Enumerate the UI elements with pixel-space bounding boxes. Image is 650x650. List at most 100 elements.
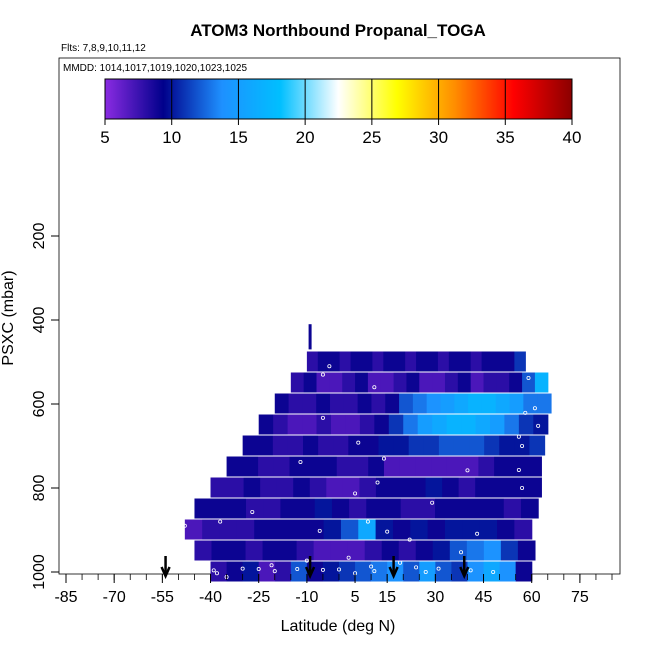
heatmap-cell: [347, 540, 366, 561]
heatmap-cell: [309, 477, 327, 498]
heatmap-cell: [303, 372, 318, 393]
sample-point: [214, 571, 219, 576]
sample-point: [532, 406, 537, 411]
sample-point: [436, 566, 441, 571]
sample-point: [423, 570, 428, 575]
sample-point: [372, 569, 377, 574]
heatmap-cell: [459, 351, 472, 372]
heatmap-cell: [331, 498, 350, 519]
sample-point: [353, 491, 358, 496]
heatmap-cell: [226, 456, 243, 477]
heatmap-cell: [271, 519, 290, 540]
heatmap-cell: [435, 561, 453, 582]
heatmap-cell: [514, 519, 533, 540]
heatmap-cell: [349, 498, 367, 519]
heatmap-cell: [518, 414, 534, 435]
sample-point: [269, 563, 274, 568]
x-axis-label: Latitude (deg N): [281, 618, 396, 635]
heatmap-cell: [236, 519, 255, 540]
heatmap-cell: [211, 498, 230, 519]
heatmap-cell: [466, 540, 485, 561]
heatmap-cell: [366, 498, 385, 519]
heatmap-cell: [184, 519, 203, 540]
heatmap-cell: [258, 456, 275, 477]
heatmap-cell: [478, 456, 495, 477]
heatmap-cell: [462, 519, 481, 540]
sample-point: [327, 364, 332, 369]
heatmap-cell: [461, 414, 477, 435]
heatmap-cell: [393, 372, 408, 393]
heatmap-cell: [342, 477, 360, 498]
sample-point: [459, 550, 464, 555]
heatmap-cell: [475, 477, 493, 498]
heatmap-cell: [280, 498, 299, 519]
heatmap-cell: [415, 540, 434, 561]
y-tick-label: 200: [31, 223, 48, 250]
heatmap-cell: [293, 477, 311, 498]
heatmap-cell: [508, 477, 526, 498]
heatmap-cell: [442, 477, 460, 498]
heatmap-cell: [194, 498, 213, 519]
heatmap-cell: [257, 435, 274, 456]
heatmap-cell: [383, 498, 402, 519]
heatmap-cell: [260, 477, 278, 498]
heatmap-cell: [262, 540, 281, 561]
heatmap-cell: [425, 477, 443, 498]
heatmap-cell: [494, 456, 511, 477]
sample-point: [369, 564, 374, 569]
heatmap-cell: [336, 456, 354, 477]
sample-point: [375, 480, 380, 485]
sample-point: [526, 375, 531, 380]
heatmap-cell: [228, 540, 247, 561]
heatmap-cell: [406, 372, 420, 393]
heatmap-cell: [449, 540, 468, 561]
heatmap-cell: [470, 351, 483, 372]
x-tick-label: 75: [571, 589, 589, 606]
heatmap-cell: [437, 351, 450, 372]
heatmap-cell: [523, 393, 538, 414]
x-axis: -85 -70 -55 -40 -25 -10 5 15 30 45 60 75: [54, 574, 613, 606]
heatmap-cell: [297, 498, 316, 519]
colorbar-tick-label: 35: [496, 128, 515, 147]
sample-point: [385, 529, 390, 534]
heatmap-cell: [375, 477, 394, 498]
heatmap-cell: [288, 393, 303, 414]
heatmap-cell: [483, 540, 502, 561]
heatmap-cell: [403, 561, 420, 582]
heatmap-cell: [470, 372, 485, 393]
heatmap-cell: [348, 435, 365, 456]
heatmap-cell: [202, 519, 221, 540]
latitude-arrows: [160, 556, 470, 580]
heatmap-cell: [321, 456, 338, 477]
x-tick-label: 5: [351, 589, 360, 606]
heatmap-cell: [316, 393, 331, 414]
heatmap-cell: [492, 351, 505, 372]
heatmap-cell: [276, 477, 294, 498]
heatmap-cell: [525, 456, 542, 477]
heatmap-cell: [343, 393, 359, 414]
x-tick-label: -55: [151, 589, 174, 606]
heatmap-cell: [274, 393, 290, 414]
heatmap-cell: [345, 414, 361, 435]
heatmap-cell: [392, 519, 411, 540]
sample-point: [520, 443, 525, 448]
heatmap-cell: [448, 351, 461, 372]
heatmap-cell: [363, 435, 380, 456]
heatmap-cell: [316, 372, 330, 393]
heatmap-cell: [342, 372, 356, 393]
x-tick-label: 45: [475, 589, 493, 606]
colorbar-tick-label: 5: [100, 128, 109, 147]
heatmap-cell: [246, 498, 264, 519]
heatmap-cell: [226, 561, 244, 582]
heatmap-cell: [399, 393, 414, 414]
heatmap-cell: [303, 435, 319, 456]
heatmap-cell: [457, 372, 472, 393]
sample-point: [468, 568, 473, 573]
heatmap-cell: [371, 393, 386, 414]
heatmap-cell: [364, 540, 383, 561]
heatmap-cell: [419, 372, 433, 393]
heatmap-cell: [469, 498, 488, 519]
heatmap-cell: [432, 372, 446, 393]
y-tick-label: 800: [31, 475, 48, 502]
heatmap-cell: [453, 435, 470, 456]
